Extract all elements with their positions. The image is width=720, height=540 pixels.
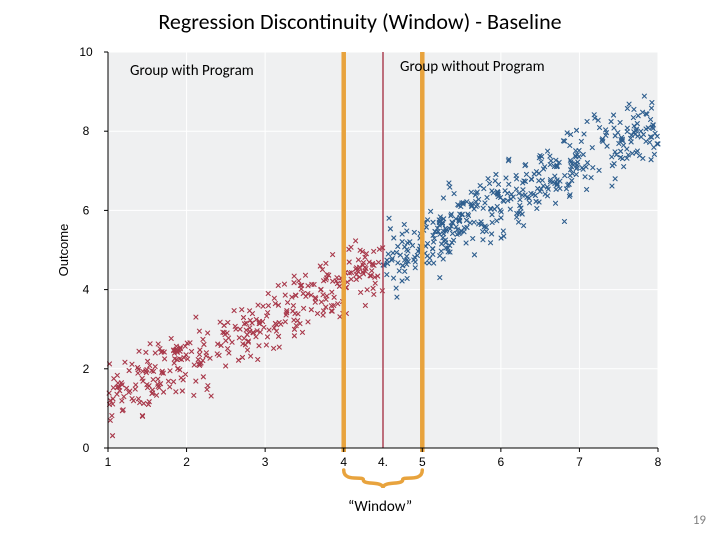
svg-text:Outcome: Outcome (56, 224, 71, 277)
chart-svg: 1 2 3 4 5 6 7 8 0 2 4 6 8 10 Outcome 4. (52, 42, 672, 492)
svg-text:7: 7 (576, 455, 583, 469)
svg-text:0: 0 (83, 441, 90, 455)
svg-text:2: 2 (183, 455, 190, 469)
svg-text:8: 8 (83, 124, 90, 138)
svg-text:5: 5 (419, 455, 426, 469)
svg-text:10: 10 (79, 45, 93, 59)
slide-title: Regression Discontinuity (Window) - Base… (0, 8, 720, 35)
svg-text:6: 6 (83, 203, 90, 217)
legend-without-program: Group without Program (400, 58, 545, 76)
slide-number: 19 (693, 513, 706, 528)
svg-text:8: 8 (655, 455, 662, 469)
svg-text:4: 4 (83, 283, 90, 297)
svg-text:6: 6 (498, 455, 505, 469)
svg-text:4.: 4. (378, 455, 388, 469)
scatter-chart: 1 2 3 4 5 6 7 8 0 2 4 6 8 10 Outcome 4. (52, 42, 672, 492)
svg-text:3: 3 (262, 455, 269, 469)
legend-with-program: Group with Program (130, 62, 254, 80)
window-label: “Window” (348, 498, 412, 516)
svg-text:1: 1 (105, 455, 112, 469)
svg-text:4: 4 (340, 455, 347, 469)
svg-text:2: 2 (83, 362, 90, 376)
